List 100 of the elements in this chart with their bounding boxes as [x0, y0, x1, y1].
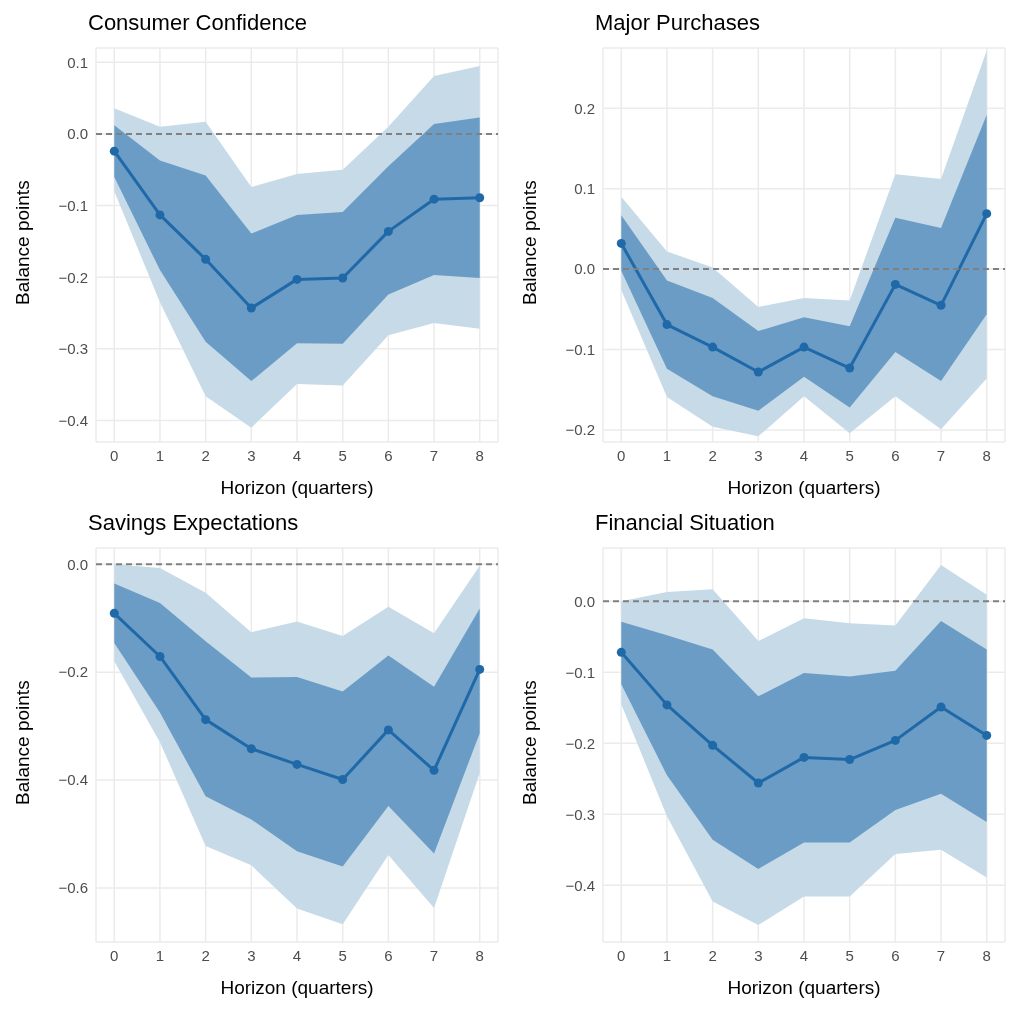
point: [246, 303, 256, 313]
y-tick-label: 0.1: [67, 53, 88, 71]
y-tick-label: −0.1: [58, 196, 88, 214]
point: [109, 608, 119, 618]
point: [936, 702, 946, 712]
point: [429, 765, 439, 775]
point: [383, 226, 393, 236]
point: [662, 700, 672, 710]
y-tick-label: −0.4: [565, 876, 595, 894]
x-tick-label: 5: [845, 946, 854, 964]
y-axis-title: Balance points: [11, 680, 33, 805]
x-axis-title: Horizon (quarters): [727, 977, 881, 998]
point: [753, 778, 763, 788]
x-tick-label: 7: [936, 446, 946, 464]
point: [338, 775, 348, 785]
chart-title: Consumer Confidence: [87, 9, 308, 37]
chart-title: Major Purchases: [594, 9, 762, 37]
point: [155, 651, 165, 661]
y-tick-label: −0.3: [58, 340, 88, 358]
y-tick-label: 0.0: [67, 125, 88, 143]
x-tick-label: 6: [891, 446, 900, 464]
y-tick-label: −0.6: [58, 879, 88, 897]
point: [936, 300, 946, 310]
x-tick-label: 0: [617, 446, 626, 464]
x-tick-label: 6: [891, 946, 900, 964]
point: [475, 664, 485, 674]
x-tick-label: 1: [662, 446, 672, 464]
point: [845, 755, 855, 765]
y-tick-label: −0.4: [58, 771, 88, 789]
chart-title: Savings Expectations: [87, 509, 300, 537]
x-tick-label: 2: [201, 446, 210, 464]
y-tick-label: −0.2: [58, 268, 88, 286]
point: [429, 194, 439, 204]
y-axis-title: Balance points: [518, 180, 540, 305]
point: [845, 363, 855, 373]
y-axis-title: Balance points: [518, 680, 540, 805]
x-tick-label: 4: [799, 446, 809, 464]
point: [616, 647, 626, 657]
y-tick-label: −0.1: [565, 340, 595, 358]
x-tick-label: 2: [708, 446, 717, 464]
x-tick-label: 5: [338, 946, 347, 964]
x-axis-title: Horizon (quarters): [220, 477, 374, 498]
x-tick-label: 2: [201, 946, 210, 964]
x-tick-label: 6: [384, 446, 393, 464]
point: [708, 740, 718, 750]
y-tick-label: 0.2: [574, 99, 595, 117]
point: [292, 274, 302, 284]
x-tick-label: 5: [338, 446, 347, 464]
x-tick-label: 7: [429, 946, 439, 964]
x-tick-label: 0: [110, 446, 119, 464]
x-tick-label: 7: [936, 946, 946, 964]
chart-title: Financial Situation: [594, 509, 776, 537]
x-tick-label: 0: [110, 946, 119, 964]
x-axis-title: Horizon (quarters): [220, 977, 374, 998]
x-tick-label: 3: [754, 446, 763, 464]
y-tick-label: 0.1: [574, 180, 595, 198]
y-tick-label: −0.4: [58, 411, 88, 429]
x-tick-label: 4: [292, 946, 302, 964]
y-tick-label: −0.2: [58, 663, 88, 681]
point: [201, 715, 211, 725]
y-axis-title: Balance points: [11, 180, 33, 305]
x-tick-label: 2: [708, 946, 717, 964]
point: [890, 279, 900, 289]
x-tick-label: 7: [429, 446, 439, 464]
x-tick-label: 3: [247, 946, 256, 964]
point: [616, 238, 626, 248]
x-tick-label: 4: [799, 946, 809, 964]
point: [246, 744, 256, 754]
x-tick-label: 3: [247, 446, 256, 464]
point: [475, 193, 485, 203]
x-tick-label: 8: [982, 446, 991, 464]
point: [662, 320, 672, 330]
point: [982, 730, 992, 740]
point: [982, 209, 992, 219]
point: [383, 725, 393, 735]
point: [201, 254, 211, 264]
x-tick-label: 6: [384, 946, 393, 964]
x-tick-label: 1: [662, 946, 672, 964]
point: [799, 342, 809, 352]
y-tick-label: 0.0: [574, 260, 595, 278]
x-tick-label: 8: [982, 946, 991, 964]
point: [708, 342, 718, 352]
x-tick-label: 3: [754, 946, 763, 964]
y-tick-label: 0.0: [574, 592, 595, 610]
x-tick-label: 5: [845, 446, 854, 464]
point: [338, 273, 348, 283]
y-tick-label: −0.3: [565, 805, 595, 823]
point: [155, 210, 165, 220]
x-tick-label: 8: [475, 946, 484, 964]
x-tick-label: 4: [292, 446, 302, 464]
x-tick-label: 8: [475, 446, 484, 464]
y-tick-label: −0.2: [565, 421, 595, 439]
y-tick-label: −0.1: [565, 663, 595, 681]
x-tick-label: 1: [155, 446, 165, 464]
point: [109, 146, 119, 156]
y-tick-label: 0.0: [67, 555, 88, 573]
x-tick-label: 0: [617, 946, 626, 964]
x-axis-title: Horizon (quarters): [727, 477, 881, 498]
point: [753, 367, 763, 377]
point: [890, 735, 900, 745]
